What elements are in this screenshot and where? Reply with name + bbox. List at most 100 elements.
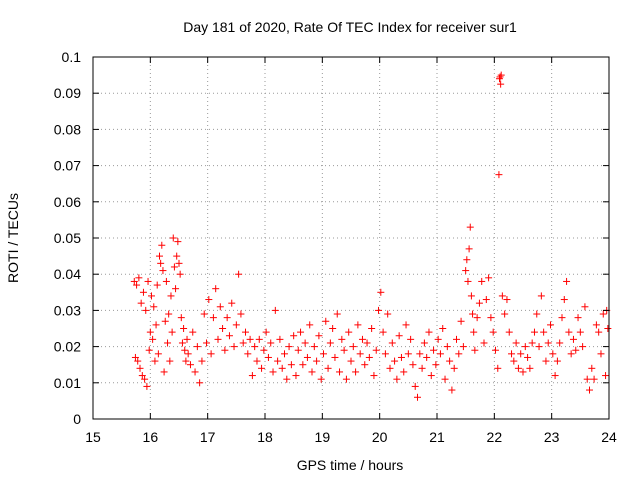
data-point	[397, 353, 405, 361]
data-point	[308, 368, 316, 376]
y-tick-label: 0.09	[54, 85, 81, 101]
data-point	[409, 361, 417, 369]
data-point	[588, 364, 596, 372]
data-point	[193, 343, 201, 351]
data-point	[322, 317, 330, 325]
data-point	[583, 375, 591, 383]
data-point	[276, 335, 284, 343]
data-point	[464, 277, 472, 285]
data-point	[151, 357, 159, 365]
data-point	[457, 317, 465, 325]
data-point	[301, 339, 309, 347]
data-point	[540, 328, 548, 336]
data-point	[471, 346, 479, 354]
data-point	[235, 270, 243, 278]
data-point	[167, 292, 175, 300]
data-point	[225, 332, 233, 340]
data-point	[569, 335, 577, 343]
data-point	[595, 328, 603, 336]
data-point	[139, 288, 147, 296]
data-point	[317, 375, 325, 383]
data-point	[372, 346, 380, 354]
data-point	[160, 368, 168, 376]
data-point	[158, 241, 166, 249]
data-point	[441, 375, 449, 383]
data-point	[283, 375, 291, 383]
data-point	[333, 310, 341, 318]
data-point	[147, 292, 155, 300]
data-point	[497, 71, 505, 79]
data-point	[134, 357, 142, 365]
data-point	[469, 310, 477, 318]
data-point	[386, 364, 394, 372]
y-axis-tick-labels: 0 0.01 0.02 0.03 0.04 0.05 0.06 0.07 0.08 0.09 0.1	[54, 49, 81, 427]
data-point	[223, 314, 231, 322]
data-points	[130, 71, 612, 401]
data-point	[530, 328, 538, 336]
data-point	[137, 299, 145, 307]
x-axis-tick-labels: 15 16 17 18 19 20 21 22 23 24	[85, 429, 617, 445]
data-point	[563, 277, 571, 285]
data-point	[375, 306, 383, 314]
data-point	[319, 350, 327, 358]
data-point	[553, 357, 561, 365]
data-point	[315, 332, 323, 340]
data-point	[342, 375, 350, 383]
data-point	[425, 328, 433, 336]
data-point	[503, 296, 511, 304]
data-point	[143, 382, 151, 390]
data-point	[407, 335, 415, 343]
data-point	[400, 368, 408, 376]
data-point	[590, 375, 598, 383]
x-tick-label: 15	[85, 429, 101, 445]
y-tick-label: 0.04	[54, 266, 81, 282]
data-point	[482, 296, 490, 304]
data-point	[487, 314, 495, 322]
x-axis-label: GPS time / hours	[297, 457, 404, 473]
data-point	[514, 364, 522, 372]
data-point	[164, 339, 172, 347]
data-point	[356, 350, 364, 358]
data-point	[349, 343, 357, 351]
x-tick-label: 16	[143, 429, 159, 445]
data-point	[178, 339, 186, 347]
data-point	[565, 328, 573, 336]
data-point	[186, 361, 194, 369]
data-point	[175, 259, 183, 267]
data-point	[519, 368, 527, 376]
axis-ticks	[92, 56, 610, 420]
data-point	[326, 339, 334, 347]
data-point	[512, 339, 520, 347]
data-point	[526, 364, 534, 372]
x-tick-label: 20	[372, 429, 388, 445]
data-point	[450, 364, 458, 372]
data-point	[572, 346, 580, 354]
data-point	[586, 386, 594, 394]
data-point	[434, 335, 442, 343]
data-point	[535, 343, 543, 351]
data-point	[200, 310, 208, 318]
data-point	[517, 350, 525, 358]
data-point	[184, 350, 192, 358]
data-point	[198, 357, 206, 365]
data-point	[294, 346, 302, 354]
data-point	[135, 274, 143, 282]
data-point	[521, 343, 529, 351]
data-point	[207, 350, 215, 358]
data-point	[180, 325, 188, 332]
data-point	[495, 171, 503, 179]
data-point	[558, 314, 566, 322]
data-point	[497, 80, 505, 88]
data-point	[219, 325, 227, 332]
data-point	[467, 292, 475, 300]
data-point	[209, 314, 217, 322]
data-point	[141, 375, 149, 383]
data-point	[230, 343, 238, 351]
data-point	[574, 314, 582, 322]
data-point	[452, 335, 460, 343]
data-point	[166, 357, 174, 365]
data-point	[324, 364, 332, 372]
data-point	[462, 267, 470, 275]
data-point	[191, 368, 199, 376]
